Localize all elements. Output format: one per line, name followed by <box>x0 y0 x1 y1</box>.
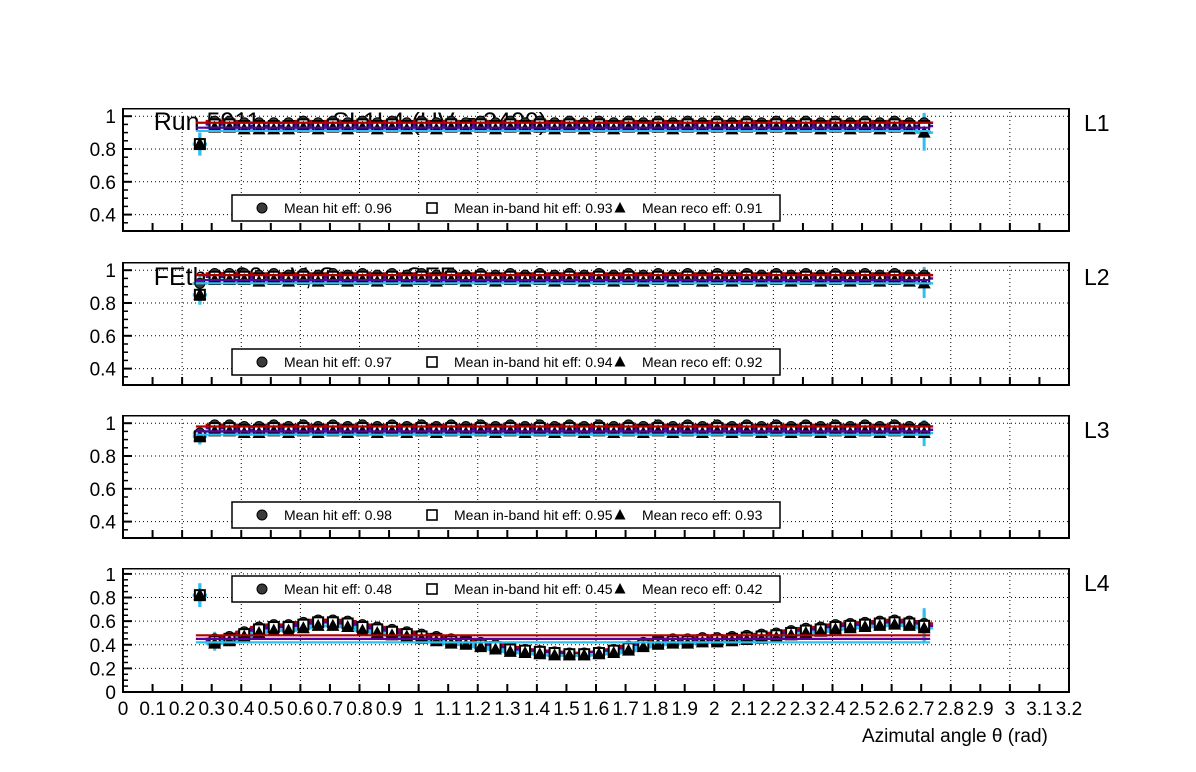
panel-l3: 0.4 0.6 0.8 1 Mean hit eff: 0.98 Mean in-band… <box>0 415 1196 542</box>
legend: Mean hit eff: 0.48 Mean in-band hit eff: … <box>231 575 781 603</box>
x-tick-label: 2.6 <box>878 699 904 720</box>
x-tick-label: 2.4 <box>819 699 846 720</box>
y-tick-label: 0.4 <box>90 360 117 381</box>
y-tick-label: 0.6 <box>90 612 116 633</box>
legend-entry-label: Mean reco eff: 0.93 <box>642 507 763 523</box>
legend-entry-label: Mean hit eff: 0.48 <box>284 581 392 597</box>
panel-l3-svg: 0.4 0.6 0.8 1 Mean hit eff: 0.98 Mean in-band… <box>90 415 1070 539</box>
x-tick-label: 0.8 <box>346 699 372 720</box>
legend: Mean hit eff: 0.97 Mean in-band hit eff: … <box>231 348 781 376</box>
legend: Mean hit eff: 0.98 Mean in-band hit eff: … <box>231 501 781 529</box>
y-tick-label: 0.4 <box>90 636 117 657</box>
x-tick-label: 0.7 <box>317 699 343 720</box>
x-tick-label: 1.8 <box>642 699 668 720</box>
mean-reference-lines <box>195 274 931 285</box>
panel-l1-svg: 0.4 0.6 0.8 1 Mean hit eff: 0.96 Mean in-band… <box>90 108 1070 232</box>
x-tick-label: 1.9 <box>671 699 697 720</box>
y-axis: 0.4 0.6 0.8 1 <box>90 415 132 534</box>
panel-label-l1: L1 <box>1084 110 1110 136</box>
x-tick-label: 2.1 <box>731 699 757 720</box>
x-tick-label: 2.5 <box>849 699 875 720</box>
x-tick-label: 0 <box>118 699 129 720</box>
y-tick-label: 0.8 <box>90 589 116 610</box>
x-tick-label: 1.3 <box>494 699 520 720</box>
legend-entry-label: Mean hit eff: 0.97 <box>284 354 392 370</box>
legend-entry-label: Mean hit eff: 0.96 <box>284 200 392 216</box>
y-tick-label: 0.8 <box>90 447 116 468</box>
mean-reference-lines <box>195 425 931 436</box>
legend-entry-label: Mean reco eff: 0.42 <box>642 581 763 597</box>
x-axis: 0 0.1 0.2 0.3 0.4 0.5 0.6 0.7 0.8 0.9 1 1.1 1.2 1.3 1.… <box>118 684 1082 720</box>
x-tick-label: 0.5 <box>258 699 284 720</box>
x-tick-label: 0.1 <box>139 699 165 720</box>
panel-label-l3: L3 <box>1084 417 1110 443</box>
x-axis <box>122 377 1070 385</box>
x-axis <box>122 530 1070 538</box>
y-tick-label: 0.4 <box>90 513 117 534</box>
x-tick-label: 1.4 <box>524 699 551 720</box>
y-tick-label: 0.2 <box>90 659 116 680</box>
x-tick-label: 2.7 <box>908 699 934 720</box>
y-tick-label: 1 <box>105 568 116 586</box>
x-tick-label: 0.6 <box>287 699 313 720</box>
panel-label-l2: L2 <box>1084 264 1110 290</box>
mean-reference-lines <box>195 634 931 644</box>
x-tick-label: 2.3 <box>790 699 816 720</box>
x-tick-label: 1 <box>413 699 424 720</box>
legend-entry-label: Mean hit eff: 0.98 <box>284 507 392 523</box>
legend-entry-label: Mean in-band hit eff: 0.94 <box>454 354 613 370</box>
legend-entry-label: Mean in-band hit eff: 0.95 <box>454 507 613 523</box>
y-axis: 0 0.20.4 0.60.8 1 <box>90 568 132 704</box>
mean-reference-lines <box>195 121 931 133</box>
x-tick-label: 1.1 <box>435 699 461 720</box>
y-tick-label: 1 <box>105 415 116 435</box>
panel-label-l4: L4 <box>1084 570 1110 596</box>
panel-l1: 0.4 0.6 0.8 1 Mean hit eff: 0.96 Mean in-band… <box>0 108 1196 235</box>
y-tick-label: 1 <box>105 108 116 128</box>
x-tick-label: 3.2 <box>1056 699 1082 720</box>
x-tick-label: 1.5 <box>553 699 579 720</box>
legend: Mean hit eff: 0.96 Mean in-band hit eff: … <box>231 194 781 222</box>
y-tick-label: 0.6 <box>90 173 116 194</box>
x-tick-label: 2.8 <box>938 699 964 720</box>
legend-entry-label: Mean reco eff: 0.92 <box>642 354 763 370</box>
x-tick-label: 2.2 <box>760 699 786 720</box>
y-axis: 0.4 0.6 0.8 1 <box>90 262 132 381</box>
panel-l4-svg: 00.20.40.60.810 0.1 0.2 0.3 0.4 0.5 0.6 0.7 0.8 0… <box>90 568 1082 720</box>
y-tick-label: 0 <box>105 683 116 704</box>
x-tick-label: 3.1 <box>1026 699 1052 720</box>
y-tick-label: 0.4 <box>90 206 117 227</box>
x-axis <box>122 223 1070 231</box>
x-tick-label: 1.2 <box>465 699 491 720</box>
data-layer <box>192 266 934 305</box>
x-tick-label: 0.3 <box>198 699 224 720</box>
y-tick-label: 0.6 <box>90 327 116 348</box>
x-tick-label: 0.2 <box>169 699 195 720</box>
panel-l4: 0 0.2 0.4 0.6 0.8 1 0 0.1 0.2 0.3 0.4 0.5 0.6 0.7 0.8 0… <box>0 568 1196 732</box>
x-tick-label: 2.9 <box>967 699 993 720</box>
x-tick-label: 0.4 <box>228 699 255 720</box>
x-axis-title: Azimutal angle θ (rad) <box>862 726 1048 747</box>
x-tick-label: 1.6 <box>583 699 609 720</box>
y-tick-label: 0.8 <box>90 140 116 161</box>
y-tick-label: 0.8 <box>90 294 116 315</box>
legend-entry-label: Mean in-band hit eff: 0.45 <box>454 581 613 597</box>
y-tick-label: 1 <box>105 262 116 282</box>
x-tick-label: 2 <box>709 699 720 720</box>
x-tick-label: 0.9 <box>376 699 402 720</box>
data-layer <box>192 419 934 447</box>
y-tick-label: 0.6 <box>90 480 116 501</box>
y-axis: 0.4 0.6 0.8 1 <box>90 108 132 227</box>
x-tick-label: 3 <box>1005 699 1016 720</box>
legend-entry-label: Mean in-band hit eff: 0.93 <box>454 200 613 216</box>
legend-entry-label: Mean reco eff: 0.91 <box>642 200 763 216</box>
x-tick-label: 1.7 <box>612 699 638 720</box>
panel-l2-svg: 0.4 0.6 0.8 1 Mean hit eff: 0.97 Mean in-band… <box>90 262 1070 386</box>
panel-l2: 0.4 0.6 0.8 1 Mean hit eff: 0.97 Mean in-band… <box>0 262 1196 389</box>
